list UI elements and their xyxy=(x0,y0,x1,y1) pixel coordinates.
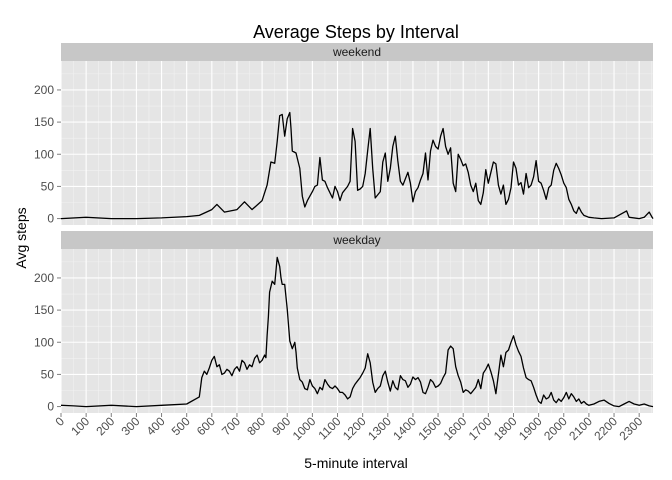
x-tick-label: 2200 xyxy=(591,414,620,443)
x-tick-label: 800 xyxy=(244,414,268,438)
x-tick-label: 700 xyxy=(219,414,243,438)
y-tick-label: 200 xyxy=(34,83,54,97)
y-axis-label: Avg steps xyxy=(13,207,29,268)
y-tick-label: 100 xyxy=(34,147,54,161)
x-tick-label: 1200 xyxy=(340,414,369,443)
x-tick-label: 1300 xyxy=(365,414,394,443)
x-tick-label: 600 xyxy=(194,414,218,438)
y-tick-label: 150 xyxy=(34,115,54,129)
x-tick-label: 1600 xyxy=(441,414,470,443)
y-tick-label: 100 xyxy=(34,335,54,349)
facet-strip-weekend xyxy=(61,43,653,61)
x-tick-label: 1000 xyxy=(290,414,319,443)
y-tick-label: 0 xyxy=(47,212,54,226)
facet-label-weekday: weekday xyxy=(332,233,380,247)
y-tick-label: 200 xyxy=(34,271,54,285)
plot-panel-weekend xyxy=(61,61,653,225)
x-tick-label: 500 xyxy=(169,414,193,438)
x-axis-label: 5-minute interval xyxy=(304,455,408,471)
y-tick-label: 150 xyxy=(34,303,54,317)
x-tick-label: 1100 xyxy=(315,414,343,442)
series-line-weekend xyxy=(60,111,654,220)
x-tick-label: 2100 xyxy=(566,414,595,443)
y-tick-label: 0 xyxy=(47,400,54,414)
x-tick-label: 1400 xyxy=(390,414,419,443)
chart-title: Average Steps by Interval xyxy=(253,22,459,42)
x-tick-label: 100 xyxy=(68,414,92,438)
x-tick-label: 1700 xyxy=(466,414,495,443)
x-tick-label: 2300 xyxy=(617,414,646,443)
facet-strip-weekday xyxy=(61,231,653,249)
plot-panel-weekday xyxy=(61,249,653,413)
y-tick-label: 50 xyxy=(41,367,55,381)
x-tick-label: 300 xyxy=(118,414,142,438)
x-tick-label: 2000 xyxy=(541,414,570,443)
facet-label-weekend: weekend xyxy=(332,45,381,59)
x-tick-label: 400 xyxy=(144,414,168,438)
x-tick-label: 1500 xyxy=(415,414,444,443)
series-line-weekday xyxy=(60,256,654,408)
y-tick-label: 50 xyxy=(41,179,55,193)
x-tick-label: 1900 xyxy=(516,414,545,443)
x-tick-label: 1800 xyxy=(491,414,520,443)
x-tick-label: 200 xyxy=(93,414,117,438)
x-tick-label: 0 xyxy=(52,414,67,429)
